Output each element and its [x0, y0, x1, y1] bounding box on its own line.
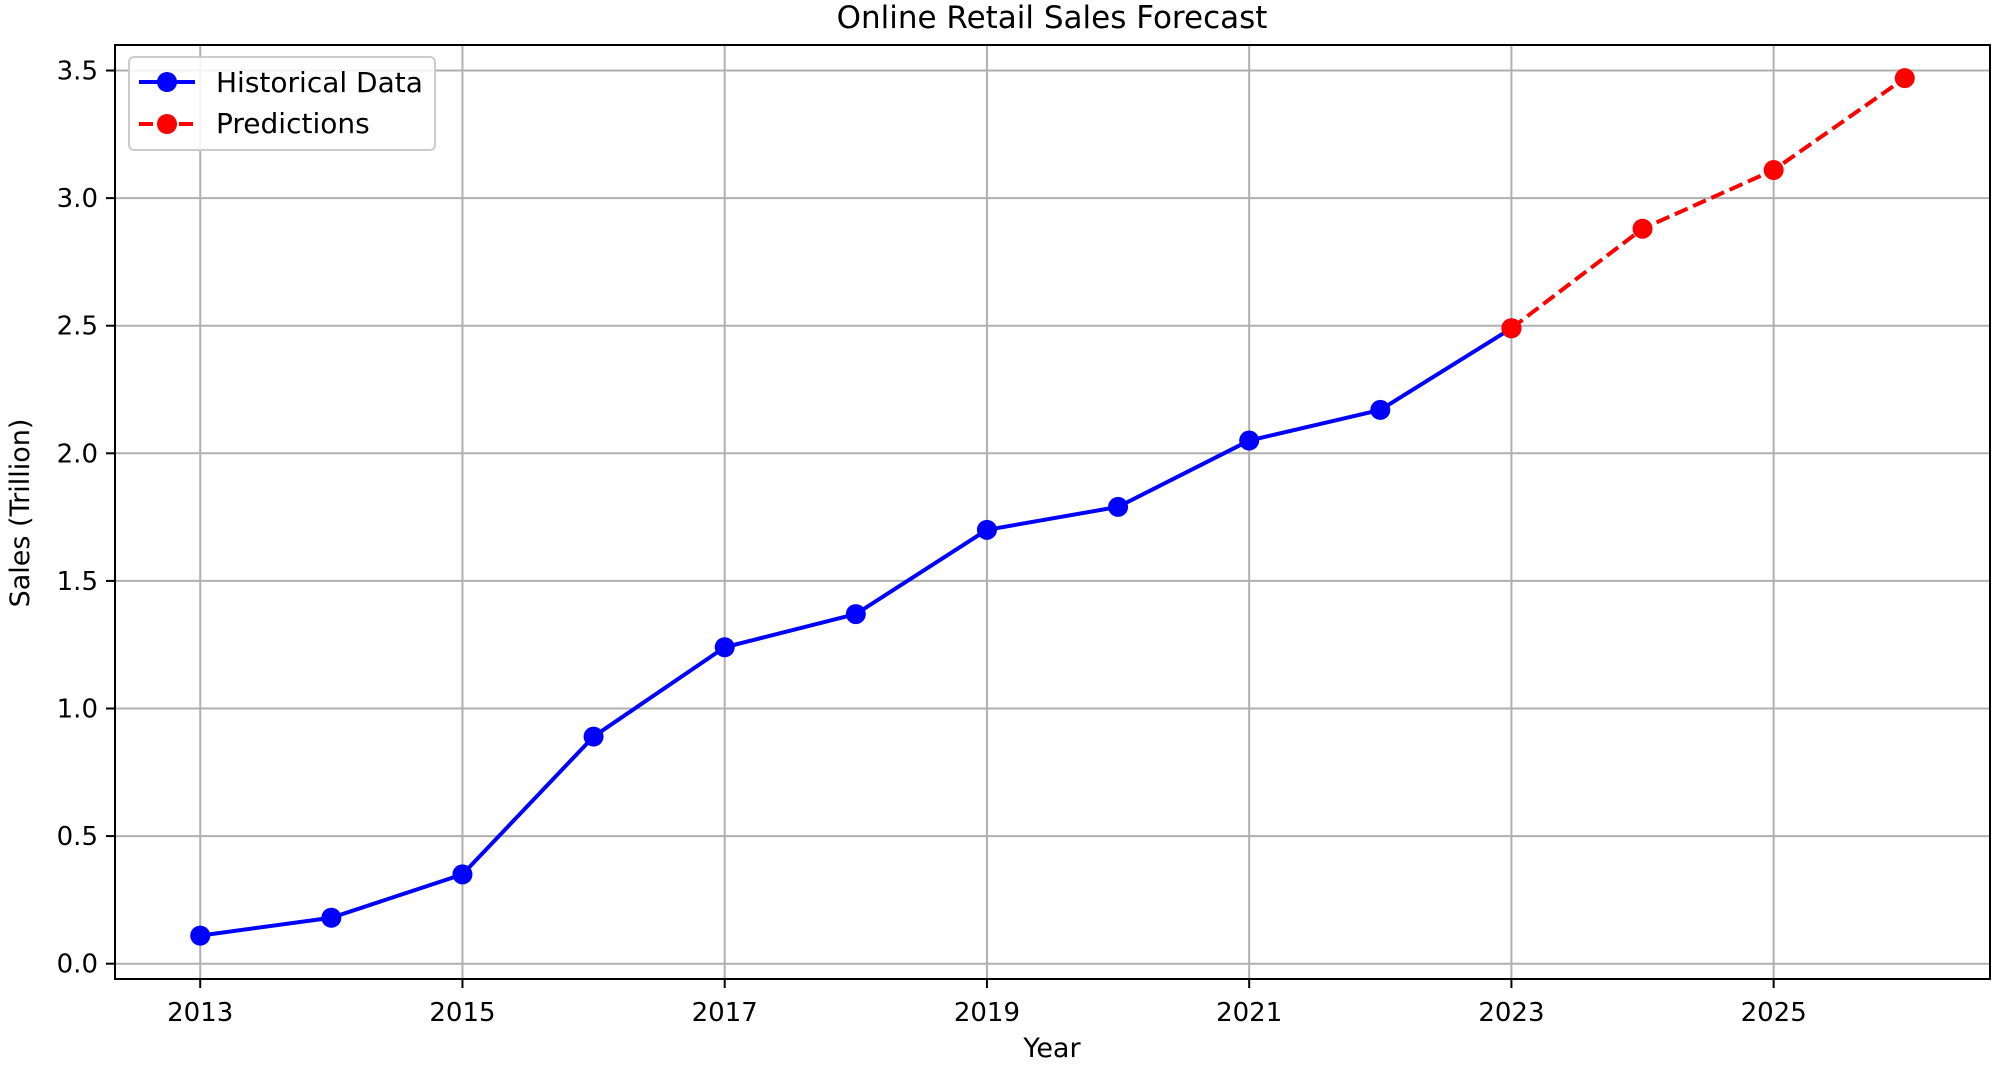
x-axis-label: Year	[1022, 1033, 1081, 1064]
plot-area-frame	[114, 44, 1991, 980]
historical-data-data-point	[1239, 430, 1260, 451]
x-tick-label: 2013	[167, 998, 233, 1028]
x-tick-label: 2017	[692, 998, 758, 1028]
y-tick-label: 1.5	[57, 567, 98, 597]
predictions-series-line	[1510, 76, 1906, 330]
historical-data-data-point	[714, 637, 735, 658]
historical-data-data-point	[1370, 399, 1391, 420]
y-tick-label: 3.5	[57, 57, 98, 87]
y-axis-label: Sales (Trillion)	[5, 419, 36, 608]
y-tick-label: 2.5	[57, 312, 98, 342]
x-tick-label: 2021	[1216, 998, 1282, 1028]
historical-data-data-point	[321, 907, 342, 928]
grid-lines	[115, 45, 1990, 979]
x-axis-ticks: 2013 2015 2017 2019 2021 2023 2025	[167, 979, 1807, 1028]
x-tick-label: 2023	[1478, 998, 1544, 1028]
y-tick-label: 3.0	[57, 184, 98, 214]
historical-data-data-point	[976, 519, 997, 540]
chart-title: Online Retail Sales Forecast	[837, 0, 1268, 36]
historical-data-data-point	[845, 604, 866, 625]
x-tick-label: 2015	[429, 998, 495, 1028]
legend: Historical Data Predictions	[128, 56, 436, 151]
legend-marker-historical	[157, 72, 177, 92]
legend-marker-predictions	[157, 114, 177, 134]
legend-entry-historical: Historical Data	[139, 66, 423, 99]
historical-data-data-point	[583, 726, 604, 747]
predictions-data-point	[1501, 318, 1522, 339]
x-tick-label: 2025	[1741, 998, 1807, 1028]
y-tick-label: 0.0	[57, 950, 98, 980]
legend-entry-predictions: Predictions	[139, 107, 370, 140]
y-tick-label: 2.0	[57, 439, 98, 469]
historical-data-data-point	[190, 925, 211, 946]
predictions-data-point	[1632, 218, 1653, 239]
legend-label-predictions: Predictions	[216, 107, 370, 140]
legend-box	[128, 56, 436, 151]
predictions-data-point	[1894, 68, 1915, 89]
y-tick-label: 1.0	[57, 694, 98, 724]
legend-label-historical: Historical Data	[216, 66, 423, 99]
historical-data-data-point	[452, 864, 473, 885]
y-axis-ticks: 0.0 0.5 1.0 1.5 2.0 2.5 3.0 3.5	[57, 57, 115, 980]
x-tick-label: 2019	[954, 998, 1020, 1028]
predictions-data-point	[1763, 160, 1784, 181]
series-layer	[190, 68, 1915, 946]
historical-data-data-point	[1108, 496, 1129, 517]
y-tick-label: 0.5	[57, 822, 98, 852]
